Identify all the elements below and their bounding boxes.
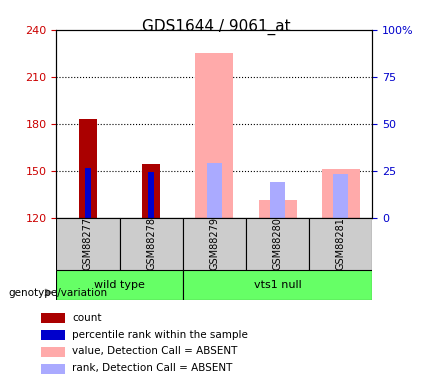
FancyBboxPatch shape [120,217,183,270]
Bar [207,163,222,218]
Bar [41,363,65,374]
Bar [79,119,97,218]
Bar [85,168,91,217]
Bar [142,164,160,218]
FancyBboxPatch shape [183,217,246,270]
FancyBboxPatch shape [246,217,309,270]
Text: GSM88278: GSM88278 [146,217,156,270]
Text: percentile rank within the sample: percentile rank within the sample [72,330,248,339]
Bar [41,330,65,340]
Text: GDS1644 / 9061_at: GDS1644 / 9061_at [142,19,291,35]
Text: GSM88281: GSM88281 [336,217,346,270]
FancyBboxPatch shape [183,270,372,300]
Bar [41,346,65,357]
Text: count: count [72,313,102,322]
Text: GSM88277: GSM88277 [83,217,93,270]
Bar [333,174,349,217]
Text: value, Detection Call = ABSENT: value, Detection Call = ABSENT [72,346,238,356]
Bar [41,313,65,323]
Text: GSM88280: GSM88280 [272,217,283,270]
Bar [259,200,297,217]
Text: GSM88279: GSM88279 [209,217,220,270]
Bar [195,54,233,217]
Bar [270,182,285,218]
FancyBboxPatch shape [56,217,120,270]
FancyBboxPatch shape [56,270,183,300]
Text: wild type: wild type [94,280,145,290]
Text: genotype/variation: genotype/variation [9,288,108,297]
Text: vts1 null: vts1 null [254,280,301,290]
FancyBboxPatch shape [309,217,372,270]
Bar [148,172,154,217]
Bar [322,169,360,217]
Text: rank, Detection Call = ABSENT: rank, Detection Call = ABSENT [72,363,233,373]
